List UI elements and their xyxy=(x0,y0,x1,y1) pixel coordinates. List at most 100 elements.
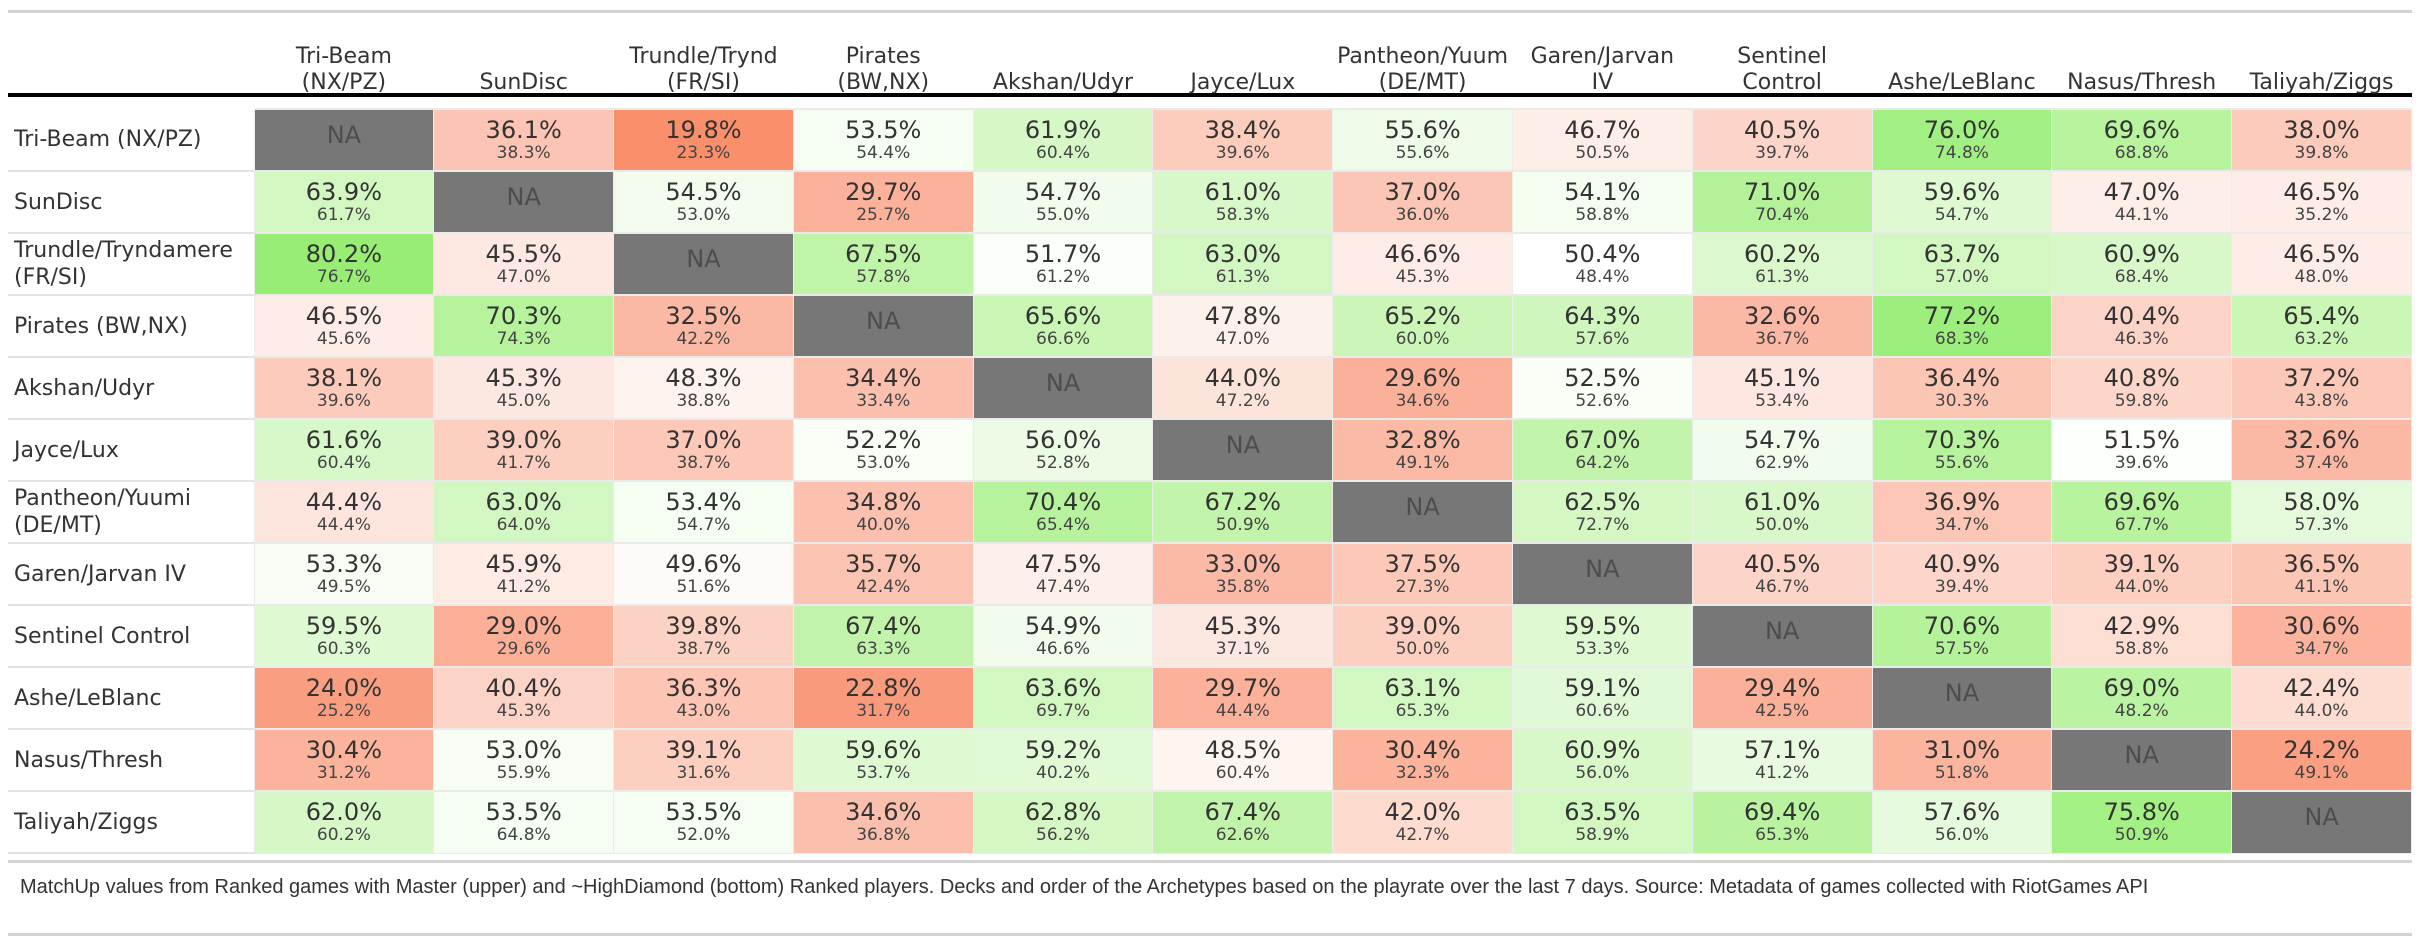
diamond-winrate: 50.0% xyxy=(1395,638,1450,659)
diamond-winrate: 35.8% xyxy=(1215,576,1270,597)
master-winrate: 37.0% xyxy=(1384,177,1461,206)
top-rule xyxy=(8,10,2412,13)
matchup-cell: NA xyxy=(1332,480,1513,544)
matchup-cell: 24.0% 25.2% xyxy=(253,666,435,730)
diamond-winrate: 53.7% xyxy=(856,762,911,783)
matchup-cell: 37.0% 36.0% xyxy=(1332,170,1513,234)
master-winrate: 45.1% xyxy=(1744,363,1821,392)
diamond-winrate: 34.7% xyxy=(2294,638,2349,659)
master-winrate: 42.9% xyxy=(2103,611,2180,640)
diamond-winrate: 60.4% xyxy=(1036,142,1091,163)
matchup-cell: NA xyxy=(792,294,974,358)
master-winrate: 53.0% xyxy=(485,735,562,764)
matchup-cell: 69.0% 48.2% xyxy=(2051,666,2233,730)
diamond-winrate: 31.7% xyxy=(856,700,911,721)
diamond-winrate: 61.3% xyxy=(1215,266,1270,287)
row-label: Garen/Jarvan IV xyxy=(8,543,254,606)
diamond-winrate: 39.6% xyxy=(2114,452,2169,473)
diamond-winrate: 51.8% xyxy=(1934,762,1989,783)
matchup-cell: 48.5% 60.4% xyxy=(1152,728,1334,792)
diamond-winrate: 48.4% xyxy=(1575,266,1630,287)
master-winrate: 32.8% xyxy=(1384,425,1461,454)
table-body: Tri-Beam (NX/PZ) NA 36.1% 38.3% 19.8% 23.3% 53… xyxy=(8,108,2412,854)
diamond-winrate: 44.1% xyxy=(2114,204,2169,225)
matchup-cell: 46.5% 35.2% xyxy=(2231,170,2412,234)
master-winrate: 67.5% xyxy=(845,239,922,268)
diamond-winrate: 58.8% xyxy=(1575,204,1630,225)
master-winrate: 32.6% xyxy=(1744,301,1821,330)
matchup-cell: 59.2% 40.2% xyxy=(972,728,1154,792)
diamond-winrate: 65.3% xyxy=(1395,700,1450,721)
diamond-winrate: 42.5% xyxy=(1755,700,1810,721)
matchup-cell: NA xyxy=(1691,604,1873,668)
matchup-cell: NA xyxy=(253,108,435,172)
table-row: Pirates (BW,NX) 46.5% 45.6% 70.3% 74.3% 32.5%… xyxy=(8,294,2412,358)
matchup-cell: 40.4% 45.3% xyxy=(433,666,615,730)
diamond-winrate: 44.0% xyxy=(2294,700,2349,721)
matchup-cell: 42.4% 44.0% xyxy=(2231,666,2412,730)
table-header: Tri-Beam (NX/PZ) SunDisc Trundle/Trynd (FR… xyxy=(8,10,2412,109)
diamond-winrate: 60.4% xyxy=(1215,762,1270,783)
master-winrate: 59.6% xyxy=(845,735,922,764)
master-winrate: 57.1% xyxy=(1744,735,1821,764)
matchup-cell: 54.7% 55.0% xyxy=(972,170,1154,234)
matchup-cell: 71.0% 70.4% xyxy=(1691,170,1873,234)
diamond-winrate: 36.7% xyxy=(1755,328,1810,349)
diamond-winrate: 57.8% xyxy=(856,266,911,287)
master-winrate: 40.4% xyxy=(2103,301,2180,330)
matchup-cell: 29.7% 25.7% xyxy=(792,170,974,234)
matchup-cell: 54.7% 62.9% xyxy=(1691,418,1873,482)
column-header: SunDisc xyxy=(479,70,568,95)
matchup-cell: 29.4% 42.5% xyxy=(1691,666,1873,730)
diamond-winrate: 30.3% xyxy=(1934,390,1989,411)
diamond-winrate: 58.9% xyxy=(1575,824,1630,845)
matchup-cell: 29.6% 34.6% xyxy=(1332,356,1513,420)
diamond-winrate: 56.0% xyxy=(1934,824,1989,845)
diamond-winrate: 38.7% xyxy=(676,452,731,473)
diamond-winrate: 63.3% xyxy=(856,638,911,659)
column-header: Sentinel Control xyxy=(1737,44,1828,95)
master-winrate: 71.0% xyxy=(1744,177,1821,206)
master-winrate: 50.4% xyxy=(1564,239,1641,268)
master-winrate: 42.4% xyxy=(2283,673,2360,702)
diamond-winrate: 25.2% xyxy=(316,700,371,721)
master-winrate: 54.9% xyxy=(1024,611,1102,640)
master-winrate: 52.2% xyxy=(845,425,922,454)
matchup-cell: 54.1% 58.8% xyxy=(1511,170,1693,234)
column-header: Nasus/Thresh xyxy=(2067,70,2217,95)
master-winrate: 60.9% xyxy=(1564,735,1641,764)
master-winrate: NA xyxy=(2124,740,2159,769)
master-winrate: 36.1% xyxy=(485,115,562,144)
diamond-winrate: 69.7% xyxy=(1036,700,1091,721)
master-winrate: 55.6% xyxy=(1384,115,1461,144)
diamond-winrate: 60.0% xyxy=(1395,328,1450,349)
footnote-rule xyxy=(8,933,2412,936)
diamond-winrate: 55.0% xyxy=(1036,204,1091,225)
master-winrate: 34.4% xyxy=(845,363,922,392)
master-winrate: 54.5% xyxy=(665,177,742,206)
table-row: Sentinel Control 59.5% 60.3% 29.0% 29.6% 39.8… xyxy=(8,604,2412,668)
matchup-cell: 44.4% 44.4% xyxy=(253,480,435,544)
diamond-winrate: 29.6% xyxy=(496,638,551,659)
master-winrate: 39.0% xyxy=(1384,611,1461,640)
master-winrate: 40.9% xyxy=(1923,549,2001,578)
master-winrate: 54.7% xyxy=(1024,177,1102,206)
matchup-cell: 61.0% 50.0% xyxy=(1691,480,1873,544)
table-bottom-rule xyxy=(8,860,2412,863)
diamond-winrate: 43.0% xyxy=(676,700,731,721)
master-winrate: 45.9% xyxy=(485,549,562,578)
master-winrate: 70.3% xyxy=(1923,425,2001,454)
row-label: Ashe/LeBlanc xyxy=(8,667,254,730)
diamond-winrate: 25.7% xyxy=(856,204,911,225)
master-winrate: 22.8% xyxy=(845,673,922,702)
diamond-winrate: 60.3% xyxy=(316,638,371,659)
master-winrate: 47.5% xyxy=(1024,549,1102,578)
master-winrate: 47.8% xyxy=(1204,301,1281,330)
master-winrate: 24.0% xyxy=(305,673,383,702)
diamond-winrate: 37.4% xyxy=(2294,452,2349,473)
master-winrate: 59.5% xyxy=(1564,611,1641,640)
matchup-cell: 39.0% 50.0% xyxy=(1332,604,1513,668)
row-label: Akshan/Udyr xyxy=(8,357,254,420)
master-winrate: 40.4% xyxy=(485,673,562,702)
master-winrate: NA xyxy=(866,306,901,335)
